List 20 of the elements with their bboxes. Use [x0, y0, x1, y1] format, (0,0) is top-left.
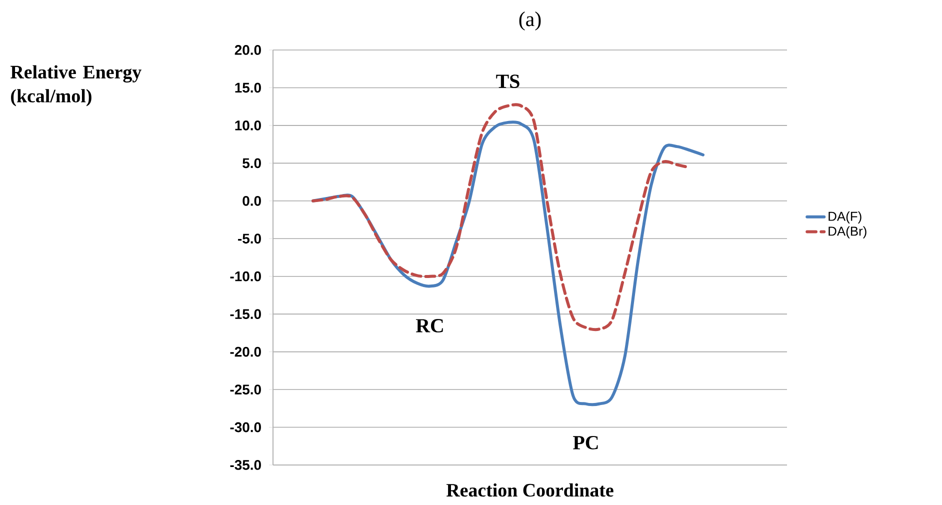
y-tick-label: -5.0	[238, 234, 261, 244]
y-tick-label: 5.0	[242, 158, 261, 168]
annotation: RC	[416, 319, 443, 332]
y-tick-label: 20.0	[234, 45, 261, 55]
y-tick-label: 15.0	[235, 82, 261, 93]
x-axis-title: Reaction Coordinate	[446, 483, 614, 497]
annotation: PC	[573, 436, 598, 450]
y-tick-label: -25.0	[230, 384, 261, 394]
y-axis-title: Relative Energy (kcal/mol)	[10, 65, 142, 106]
annotation: TS	[496, 74, 520, 88]
y-tick-label: -35.0	[230, 460, 261, 470]
legend-label: DA(Br)	[828, 226, 866, 238]
y-tick-label: 10.0	[235, 120, 261, 130]
y-tick-label: -30.0	[230, 422, 261, 432]
y-tick-label: 0.0	[242, 196, 261, 206]
y-tick-label: -15.0	[230, 309, 261, 320]
legend-label: DA(F)	[828, 211, 862, 224]
y-tick-label: -10.0	[230, 271, 261, 282]
y-tick-label: -20.0	[230, 346, 261, 357]
chart-title: (a)	[519, 12, 541, 30]
